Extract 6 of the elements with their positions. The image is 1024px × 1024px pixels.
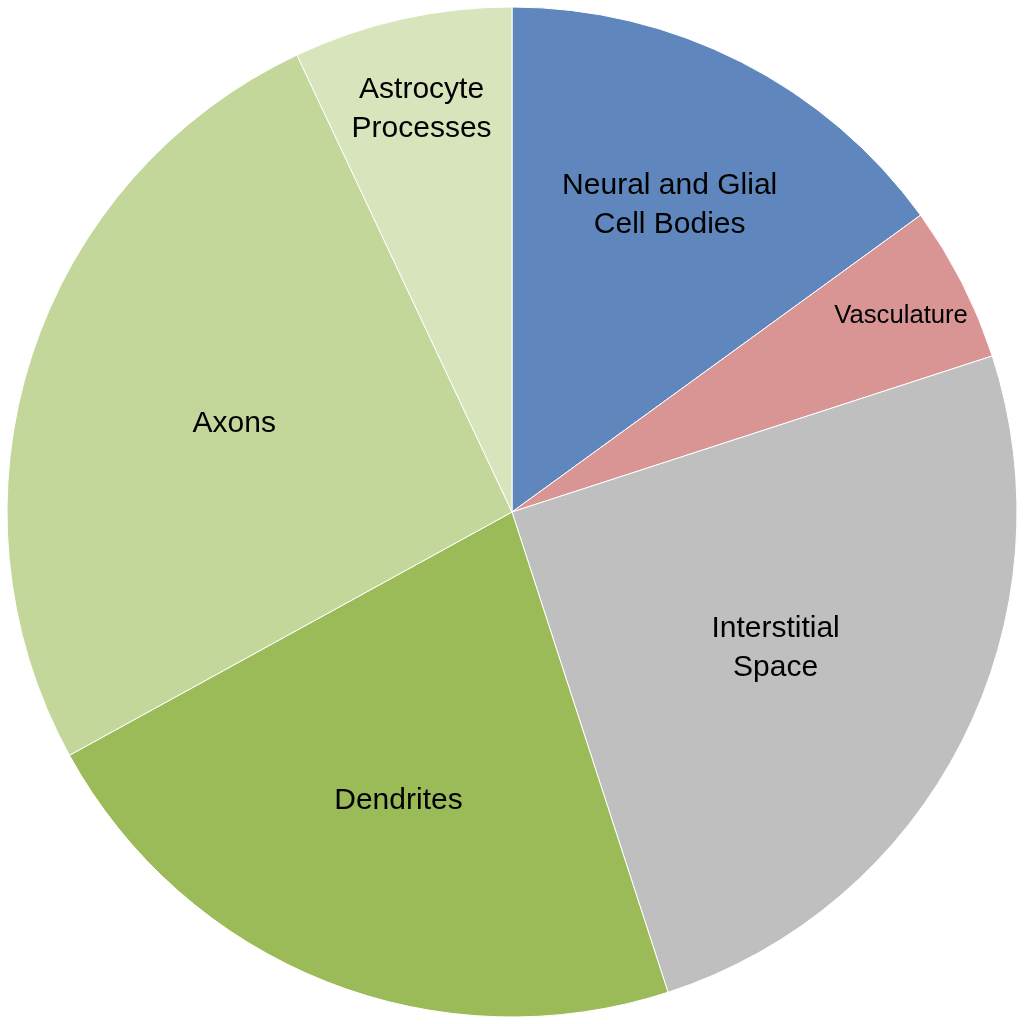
slice-label: Axons [192,405,276,439]
slice-label: Dendrites [334,782,463,816]
slice-label: Neural and Glial Cell Bodies [562,166,778,239]
slice-label: Astrocyte Processes [351,71,492,144]
slice-label: Interstitial Space [711,610,840,683]
slice-label: Vasculature [834,299,968,328]
